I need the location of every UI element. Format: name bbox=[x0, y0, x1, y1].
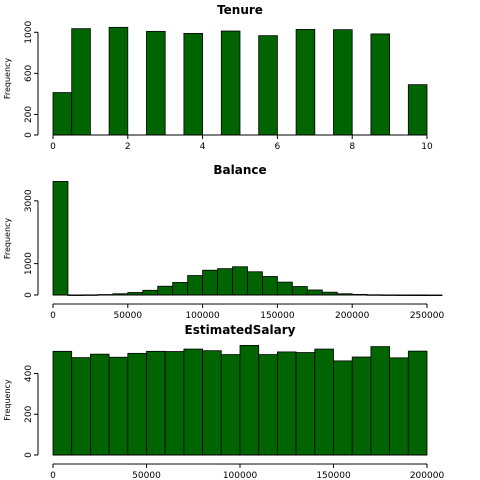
x-tick-label-2-1: 50000 bbox=[132, 471, 161, 480]
y-axis-label-0: Frequency bbox=[3, 58, 12, 100]
histogram-bar-0-6 bbox=[258, 35, 278, 136]
histogram-bar-2-9 bbox=[220, 354, 241, 456]
histogram-bar-2-6 bbox=[164, 351, 185, 456]
histogram-bar-0-7 bbox=[295, 28, 316, 136]
histogram-bar-0-1 bbox=[71, 28, 91, 136]
x-tick-label-0-5: 10 bbox=[421, 142, 433, 152]
histogram-bar-0-9 bbox=[370, 33, 390, 136]
y-tick-label-0-0: 0 bbox=[24, 132, 34, 138]
x-tick-label-2-0: 0 bbox=[50, 471, 56, 480]
x-tick-label-0-1: 2 bbox=[125, 142, 131, 152]
histogram-bar-0-5 bbox=[220, 30, 241, 136]
histogram-bar-2-0 bbox=[52, 350, 73, 456]
y-tick-label-2-1: 200 bbox=[24, 405, 34, 422]
histogram-bar-2-10 bbox=[239, 345, 260, 456]
histogram-bar-1-13 bbox=[247, 271, 263, 296]
histogram-bar-2-8 bbox=[202, 350, 222, 456]
y-tick-label-1-2: 3000 bbox=[24, 189, 34, 212]
x-tick-label-0-4: 8 bbox=[349, 142, 355, 152]
histogram-bar-1-25 bbox=[426, 294, 443, 296]
x-tick-label-0-3: 6 bbox=[275, 142, 281, 152]
y-axis-label-1: Frequency bbox=[3, 218, 12, 260]
chart-title-0: Tenure bbox=[217, 3, 263, 17]
x-tick-label-1-5: 250000 bbox=[410, 311, 445, 321]
y-tick-label-1-1: 1000 bbox=[24, 252, 34, 275]
x-tick-label-2-2: 100000 bbox=[223, 471, 258, 480]
x-tick-label-1-0: 0 bbox=[50, 311, 56, 321]
histogram-bar-0-2 bbox=[108, 26, 129, 136]
y-tick-label-1-0: 0 bbox=[24, 292, 34, 298]
histogram-bar-0-10 bbox=[407, 84, 428, 136]
histogram-bar-1-6 bbox=[142, 289, 159, 296]
histogram-bar-2-4 bbox=[127, 352, 147, 456]
y-tick-label-0-2: 600 bbox=[24, 65, 34, 82]
x-tick-label-1-1: 50000 bbox=[113, 311, 142, 321]
histogram-bar-1-12 bbox=[232, 266, 248, 296]
histogram-bar-2-14 bbox=[314, 348, 334, 456]
histogram-bar-1-14 bbox=[262, 276, 278, 296]
histogram-bar-2-3 bbox=[108, 356, 129, 456]
histogram-bar-1-9 bbox=[187, 275, 203, 296]
histogram-bar-0-0 bbox=[52, 92, 73, 136]
chart-title-2: EstimatedSalary bbox=[185, 323, 296, 337]
x-tick-label-0-0: 0 bbox=[50, 142, 56, 152]
x-tick-label-1-4: 200000 bbox=[335, 311, 370, 321]
histogram-bar-1-17 bbox=[306, 289, 323, 296]
x-tick-label-1-2: 100000 bbox=[185, 311, 220, 321]
histogram-bar-1-16 bbox=[291, 286, 308, 296]
y-axis-label-2: Frequency bbox=[3, 379, 12, 421]
histogram-bar-2-1 bbox=[71, 357, 91, 456]
histogram-bar-2-13 bbox=[295, 352, 316, 456]
histogram-bar-2-19 bbox=[407, 350, 428, 456]
y-tick-label-2-0: 0 bbox=[24, 452, 34, 458]
histogram-bar-1-7 bbox=[157, 285, 174, 296]
histogram-bar-0-3 bbox=[146, 30, 166, 136]
chart-title-1: Balance bbox=[213, 163, 266, 177]
x-tick-label-2-4: 200000 bbox=[410, 471, 445, 480]
histogram-bar-2-7 bbox=[183, 348, 203, 456]
histogram-bar-2-2 bbox=[90, 353, 110, 456]
histogram-bar-2-15 bbox=[333, 360, 353, 456]
histogram-bar-2-11 bbox=[258, 354, 278, 456]
histogram-bar-1-0 bbox=[52, 180, 69, 296]
x-tick-label-1-3: 150000 bbox=[260, 311, 295, 321]
y-tick-label-0-3: 1000 bbox=[24, 21, 34, 44]
histogram-bar-1-10 bbox=[202, 269, 218, 296]
histogram-bar-1-15 bbox=[276, 281, 293, 296]
histogram-bar-2-12 bbox=[276, 351, 297, 456]
histogram-bar-0-8 bbox=[333, 29, 353, 136]
histogram-bar-2-17 bbox=[370, 346, 390, 456]
histogram-bar-2-5 bbox=[146, 350, 166, 456]
histogram-bar-2-16 bbox=[351, 356, 372, 456]
y-tick-label-2-2: 400 bbox=[24, 365, 34, 382]
histogram-bar-1-11 bbox=[217, 268, 233, 296]
histogram-bar-0-4 bbox=[183, 33, 203, 136]
x-tick-label-2-3: 150000 bbox=[316, 471, 351, 480]
histogram-bar-2-18 bbox=[389, 357, 409, 456]
x-tick-label-0-2: 4 bbox=[200, 142, 206, 152]
y-tick-label-0-1: 200 bbox=[24, 106, 34, 123]
histogram-bar-1-8 bbox=[172, 282, 189, 296]
